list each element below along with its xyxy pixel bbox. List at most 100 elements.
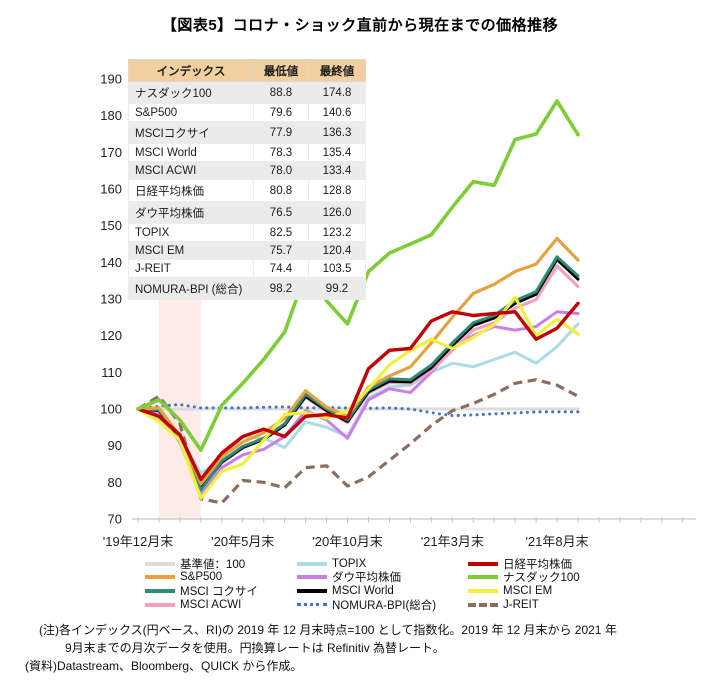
legend-swatch-icon bbox=[145, 561, 175, 566]
table-cell: 103.5 bbox=[308, 259, 366, 278]
footnotes: (注)各インデックス(円ベース、RI)の 2019 年 12 月末時点=100 … bbox=[25, 621, 703, 675]
table-cell: ナスダック100 bbox=[128, 81, 254, 104]
y-axis-label: 70 bbox=[108, 512, 122, 527]
table-cell: 75.7 bbox=[253, 241, 309, 260]
x-axis-label: '19年12月末 bbox=[103, 534, 173, 549]
legend-item: S&P500 bbox=[145, 571, 258, 585]
y-axis-label: 150 bbox=[100, 218, 122, 233]
table-cell: 79.6 bbox=[253, 103, 309, 122]
y-axis-label: 110 bbox=[101, 365, 122, 380]
table-cell: 120.4 bbox=[308, 241, 366, 260]
legend-label: MSCI ACWI bbox=[180, 598, 242, 611]
table-row: MSCI World 78.3 135.4 bbox=[128, 143, 366, 162]
legend-label: 基準値：100 bbox=[180, 558, 246, 571]
table-row: S&P500 79.6 140.6 bbox=[128, 103, 366, 122]
note-line-1: (注)各インデックス(円ベース、RI)の 2019 年 12 月末時点=100 … bbox=[39, 623, 617, 637]
y-axis-label: 130 bbox=[100, 291, 122, 306]
x-axis-label: '21年3月末 bbox=[421, 534, 484, 549]
table-cell: 140.6 bbox=[308, 103, 366, 122]
table-cell: 74.4 bbox=[253, 259, 309, 278]
legend-swatch-icon bbox=[145, 575, 175, 580]
table-cell: 76.5 bbox=[253, 201, 309, 224]
legend-item: ナスダック100 bbox=[468, 571, 580, 585]
legend-label: S&P500 bbox=[180, 571, 223, 584]
legend-item: NOMURA-BPI(総合) bbox=[297, 598, 436, 612]
table-cell: ダウ平均株価 bbox=[128, 201, 254, 224]
legend-label: ナスダック100 bbox=[503, 572, 580, 585]
table-header-cell: 最低値 bbox=[253, 59, 309, 82]
table-cell: J-REIT bbox=[128, 259, 254, 278]
table-row: MSCI EM 75.7 120.4 bbox=[128, 241, 366, 260]
legend-label: J-REIT bbox=[503, 598, 539, 611]
source-line: (資料)Datastream、Bloomberg、QUICK から作成。 bbox=[25, 659, 303, 673]
legend: 基準値：100 S&P500 MSCI コクサイ MSCI ACWI TOPIX ダウ平均… bbox=[0, 557, 720, 615]
legend-column: 基準値：100 S&P500 MSCI コクサイ MSCI ACWI bbox=[145, 557, 258, 611]
legend-swatch-icon bbox=[297, 575, 327, 580]
legend-item: TOPIX bbox=[297, 557, 436, 571]
y-axis-label: 80 bbox=[108, 475, 122, 490]
table-cell: 123.2 bbox=[308, 223, 366, 242]
table-cell: 82.5 bbox=[253, 223, 309, 242]
table-cell: 136.3 bbox=[308, 121, 366, 144]
legend-item: J-REIT bbox=[468, 598, 580, 612]
legend-item: MSCI EM bbox=[468, 584, 580, 598]
table-row: TOPIX 82.5 123.2 bbox=[128, 223, 366, 242]
table-cell: 78.3 bbox=[253, 143, 309, 162]
legend-item: MSCI コクサイ bbox=[145, 584, 258, 598]
legend-swatch-icon bbox=[145, 602, 175, 607]
table-cell: 133.4 bbox=[308, 161, 366, 180]
note-line-2: 9月末までの月次データを使用。円換算レートは Refinitiv 為替レート。 bbox=[65, 641, 445, 655]
series-line bbox=[137, 378, 579, 505]
table-cell: 126.0 bbox=[308, 201, 366, 224]
legend-label: MSCI コクサイ bbox=[180, 585, 258, 598]
table-cell: 88.8 bbox=[253, 81, 309, 104]
minmax-table: インデックス 最低値 最終値 ナスダック100 88.8 174.8 S&P500 79.6 1… bbox=[128, 59, 366, 300]
legend-swatch-icon bbox=[468, 602, 498, 607]
legend-label: 日経平均株価 bbox=[503, 558, 572, 571]
table-cell: 78.0 bbox=[253, 161, 309, 180]
y-axis-label: 180 bbox=[100, 108, 122, 123]
series-line bbox=[136, 255, 580, 492]
table-cell: MSCI World bbox=[128, 143, 254, 162]
table-row: J-REIT 74.4 103.5 bbox=[128, 259, 366, 278]
x-axis-label: '20年5月末 bbox=[211, 534, 274, 549]
table-row: MSCIコクサイ 77.9 136.3 bbox=[128, 121, 366, 144]
table-cell: S&P500 bbox=[128, 103, 254, 122]
table-cell: TOPIX bbox=[128, 223, 254, 242]
table-cell: 98.2 bbox=[253, 277, 309, 300]
series-line bbox=[136, 310, 580, 497]
y-axis-label: 90 bbox=[108, 438, 122, 453]
table-cell: 日経平均株価 bbox=[128, 179, 254, 202]
table-cell: 174.8 bbox=[308, 81, 366, 104]
table-row: NOMURA-BPI (総合) 98.2 99.2 bbox=[128, 277, 366, 300]
y-axis-label: 160 bbox=[100, 181, 122, 196]
legend-label: MSCI World bbox=[332, 584, 394, 597]
table-cell: 128.8 bbox=[308, 179, 366, 202]
series-line bbox=[136, 301, 580, 482]
legend-column: 日経平均株価 ナスダック100 MSCI EM J-REIT bbox=[468, 557, 580, 611]
table-row: ナスダック100 88.8 174.8 bbox=[128, 81, 366, 104]
legend-swatch-icon bbox=[145, 588, 175, 593]
table-header-cell: インデックス bbox=[128, 59, 254, 82]
y-axis-label: 100 bbox=[100, 401, 122, 416]
x-axis-label: '21年8月末 bbox=[525, 534, 588, 549]
table-cell: MSCI EM bbox=[128, 241, 254, 260]
legend-swatch-icon bbox=[297, 603, 327, 607]
table-cell: NOMURA-BPI (総合) bbox=[128, 277, 254, 300]
table-cell: MSCIコクサイ bbox=[128, 121, 254, 144]
table-cell: 99.2 bbox=[308, 277, 366, 300]
legend-item: ダウ平均株価 bbox=[297, 571, 436, 585]
y-axis-label: 120 bbox=[100, 328, 122, 343]
y-axis-label: 190 bbox=[100, 71, 122, 86]
legend-label: MSCI EM bbox=[503, 584, 553, 597]
series-line bbox=[136, 295, 580, 500]
table-cell: 80.8 bbox=[253, 179, 309, 202]
table-cell: MSCI ACWI bbox=[128, 161, 254, 180]
table-row: 日経平均株価 80.8 128.8 bbox=[128, 179, 366, 202]
legend-item: MSCI World bbox=[297, 584, 436, 598]
legend-item: MSCI ACWI bbox=[145, 598, 258, 612]
page-title: 【図表5】コロナ・ショック直前から現在までの価格推移 bbox=[161, 17, 559, 34]
y-axis-label: 140 bbox=[100, 255, 122, 270]
legend-label: NOMURA-BPI(総合) bbox=[332, 599, 437, 612]
legend-label: ダウ平均株価 bbox=[332, 572, 401, 585]
